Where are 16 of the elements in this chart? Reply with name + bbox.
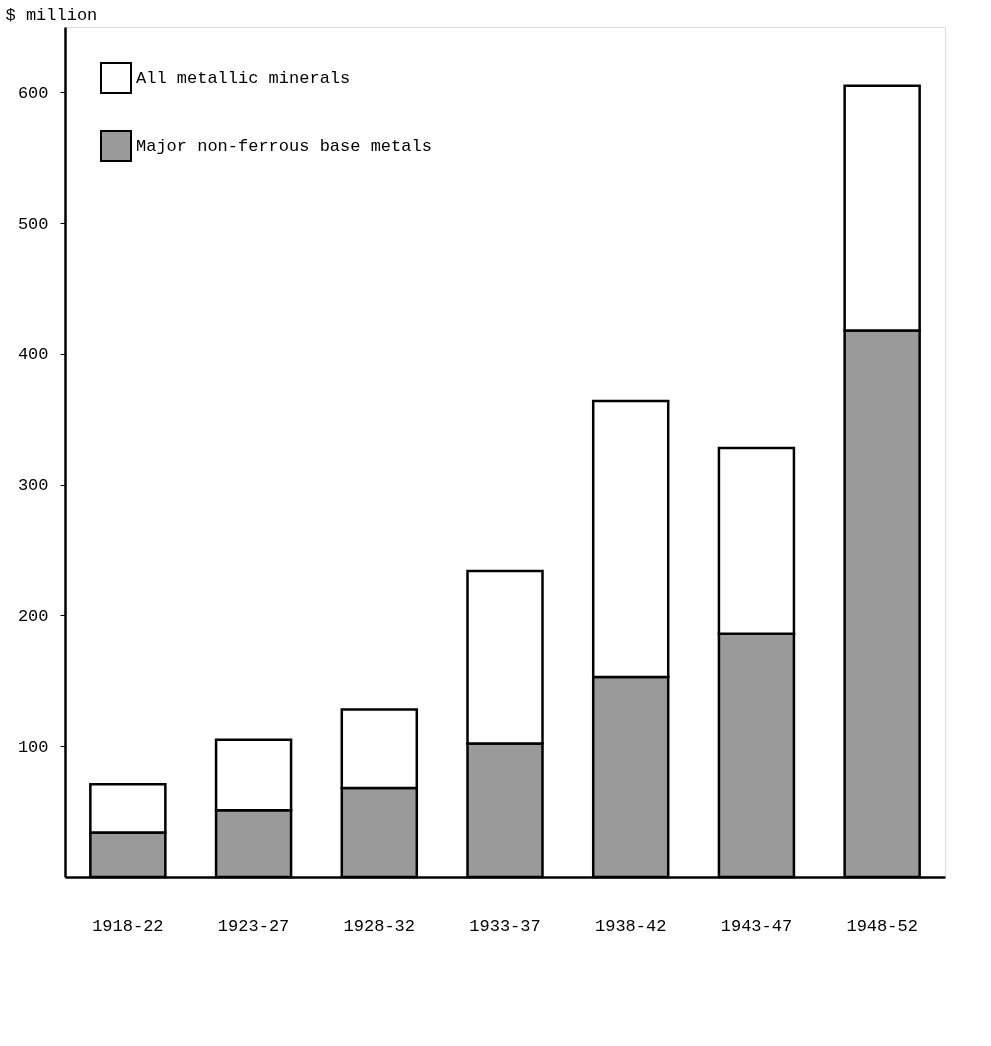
x-tick-label: 1918-22 xyxy=(92,916,164,936)
y-tick-label: 300 xyxy=(17,476,49,496)
y-tick-label: 500 xyxy=(17,214,49,234)
x-tick-label: 1938-42 xyxy=(595,916,667,936)
y-tick-label: 100 xyxy=(17,737,49,757)
y-tick-label: 600 xyxy=(17,83,49,103)
x-tick-label: 1928-32 xyxy=(343,916,415,936)
y-axis-title: $ million xyxy=(5,5,98,25)
legend-label: All metallic minerals xyxy=(136,69,351,88)
y-tick-label: 400 xyxy=(17,345,49,365)
y-tick-label: 200 xyxy=(17,606,49,626)
legend-label: Major non-ferrous base metals xyxy=(136,137,432,156)
x-tick-label: 1923-27 xyxy=(217,916,290,936)
x-tick-label: 1933-37 xyxy=(469,916,541,936)
x-tick-label: 1943-47 xyxy=(720,916,793,936)
x-tick-label: 1948-52 xyxy=(846,916,918,936)
